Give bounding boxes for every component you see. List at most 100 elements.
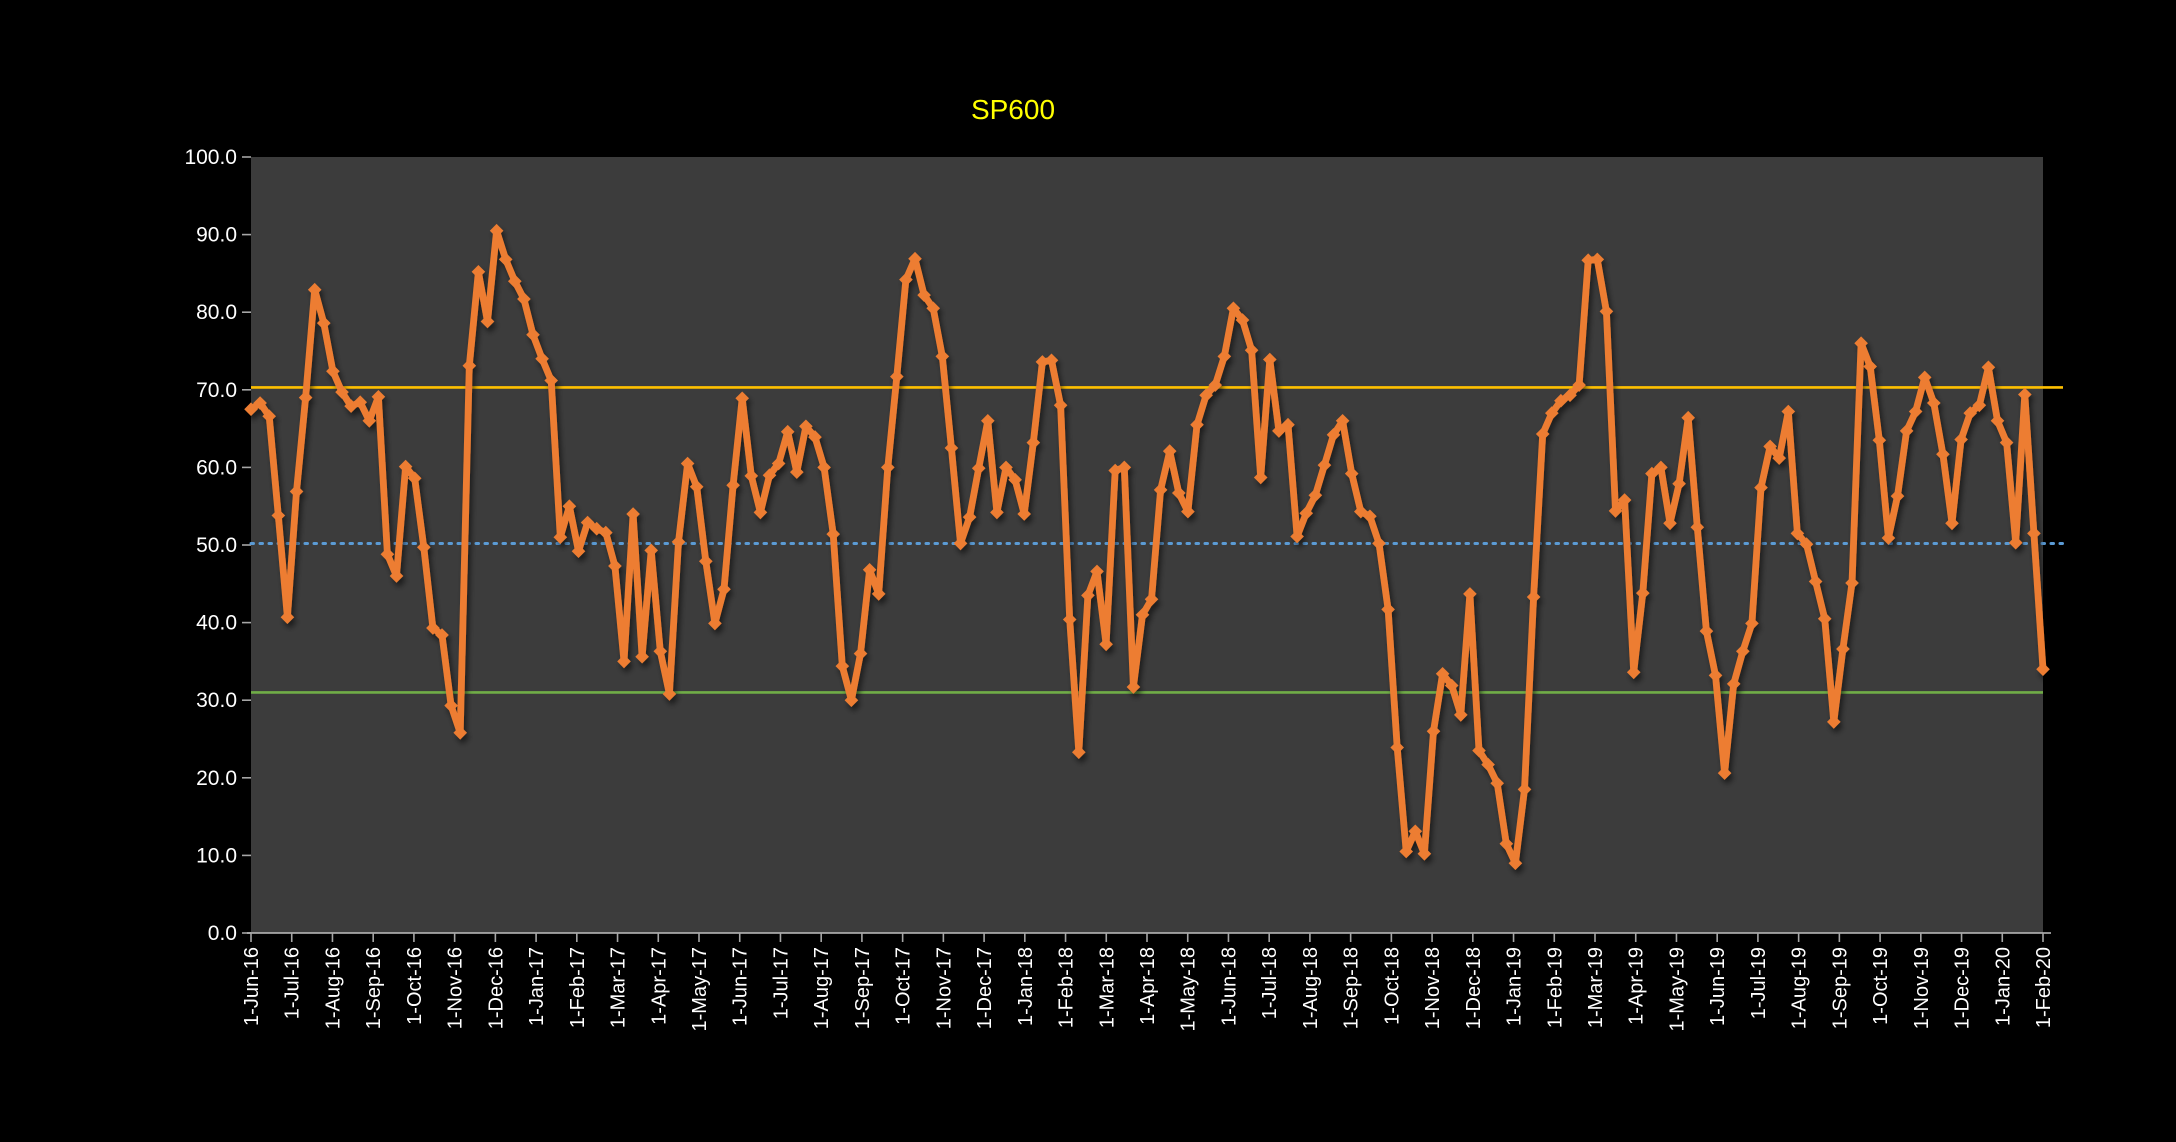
x-axis-label: 1-Apr-19 [1626, 947, 1648, 1025]
x-axis-label: 1-Feb-20 [2033, 947, 2055, 1028]
data-point-marker [708, 616, 722, 631]
x-axis-label: 1-Aug-19 [1789, 947, 1811, 1029]
data-point-marker [462, 358, 477, 373]
x-axis-label: 1-Oct-19 [1870, 947, 1892, 1025]
data-point-marker [699, 554, 713, 569]
data-point-marker [762, 468, 777, 482]
data-point-marker [517, 292, 531, 306]
x-axis-label: 1-Jun-16 [241, 947, 263, 1026]
data-point-marker [480, 314, 495, 329]
y-axis: 0.0 10.0 20.0 30.0 40.0 50.0 60.0 70.0 80.0 90.0 1… [184, 146, 251, 945]
data-point-marker [926, 301, 940, 316]
x-axis-label: 1-Sep-16 [363, 947, 385, 1029]
data-point-marker [617, 654, 631, 669]
data-point-marker [999, 460, 1013, 475]
data-point-marker [917, 288, 931, 302]
x-axis-label: 1-Mar-18 [1096, 947, 1118, 1028]
data-point-marker [244, 402, 258, 416]
data-point-marker [944, 441, 959, 455]
data-point-marker [899, 272, 913, 287]
data-point-marker [626, 507, 640, 521]
data-point-marker [353, 395, 367, 409]
data-point-marker [426, 621, 440, 635]
data-point-marker [1008, 473, 1022, 487]
y-axis-label: 60.0 [196, 456, 237, 479]
x-axis-label: 1-May-17 [689, 947, 711, 1031]
y-axis-label: 90.0 [196, 224, 237, 247]
data-point-marker [953, 536, 968, 551]
data-point-marker [935, 349, 950, 364]
x-axis-label: 1-Dec-16 [485, 947, 507, 1029]
data-point-marker [844, 693, 859, 707]
data-point-marker [435, 628, 449, 642]
x-axis-label: 1-Nov-17 [933, 947, 955, 1029]
x-axis-label: 1-Dec-17 [974, 947, 996, 1029]
x-axis-label: 1-Sep-19 [1829, 947, 1851, 1029]
x-axis-label: 1-Nov-19 [1911, 947, 1933, 1029]
data-point-marker [990, 505, 1004, 520]
plot-area-background [251, 157, 2043, 933]
y-axis-label: 30.0 [196, 689, 237, 712]
data-point-marker [262, 409, 276, 423]
y-axis-label: 70.0 [196, 379, 237, 402]
x-axis-label: 1-Jan-19 [1504, 947, 1526, 1026]
y-axis-label: 100.0 [184, 146, 237, 169]
data-point-marker [790, 465, 804, 479]
x-axis-label: 1-Jul-17 [770, 947, 792, 1019]
data-point-marker [562, 499, 577, 513]
data-point-marker [298, 390, 313, 405]
x-axis-label: 1-Jan-20 [1992, 947, 2014, 1026]
x-axis-label: 1-May-19 [1666, 947, 1688, 1031]
data-point-marker [644, 543, 658, 558]
data-point-marker [307, 282, 322, 297]
data-point-marker [453, 726, 467, 740]
data-point-marker [608, 559, 622, 573]
x-axis-label: 1-Nov-18 [1422, 947, 1444, 1029]
x-axis-label: 1-Jun-17 [730, 947, 752, 1026]
x-axis-label: 1-Dec-18 [1463, 947, 1485, 1029]
data-point-marker [689, 480, 704, 494]
data-point-marker [417, 540, 431, 555]
data-point-marker [908, 251, 922, 266]
data-point-marker [835, 659, 850, 673]
data-point-marker [535, 352, 549, 366]
data-point-marker [853, 646, 868, 661]
data-point-marker [407, 471, 422, 486]
y-axis-label: 0.0 [208, 922, 237, 945]
data-point-marker [599, 525, 613, 540]
data-point-marker [780, 424, 795, 439]
data-point-marker [735, 391, 749, 406]
data-point-marker [471, 265, 486, 279]
data-point-marker [753, 505, 768, 520]
data-point-marker [871, 587, 886, 601]
x-axis-label: 1-May-18 [1178, 947, 1200, 1031]
x-axis-label: 1-Jan-17 [526, 947, 548, 1026]
data-point-marker [962, 510, 977, 524]
data-point-marker [881, 460, 895, 475]
y-axis-label: 40.0 [196, 612, 237, 635]
data-point-marker [544, 373, 558, 388]
x-axis-label: 1-Feb-19 [1544, 947, 1566, 1028]
x-axis-label: 1-Aug-18 [1300, 947, 1322, 1029]
y-axis-label: 80.0 [196, 301, 237, 324]
x-axis-label: 1-Jun-19 [1707, 947, 1729, 1026]
x-axis-label: 1-Feb-18 [1056, 947, 1078, 1028]
data-point-marker [526, 327, 540, 342]
data-point-marker [635, 649, 649, 664]
data-point-marker [317, 316, 331, 330]
series-group [244, 223, 2050, 870]
x-axis-label: 1-Mar-17 [608, 947, 630, 1028]
data-point-marker [799, 419, 813, 434]
data-point-marker [398, 459, 413, 474]
data-point-marker [826, 527, 840, 541]
y-axis-label: 10.0 [196, 844, 237, 867]
data-point-marker [289, 484, 304, 499]
data-point-marker [444, 698, 458, 713]
x-axis-label: 1-Aug-16 [322, 947, 344, 1029]
x-axis-label: 1-Nov-16 [445, 947, 467, 1029]
x-axis-label: 1-Apr-17 [648, 947, 670, 1025]
data-point-marker [280, 610, 295, 624]
x-axis-label: 1-Jul-19 [1748, 947, 1770, 1019]
data-point-marker [508, 274, 522, 288]
